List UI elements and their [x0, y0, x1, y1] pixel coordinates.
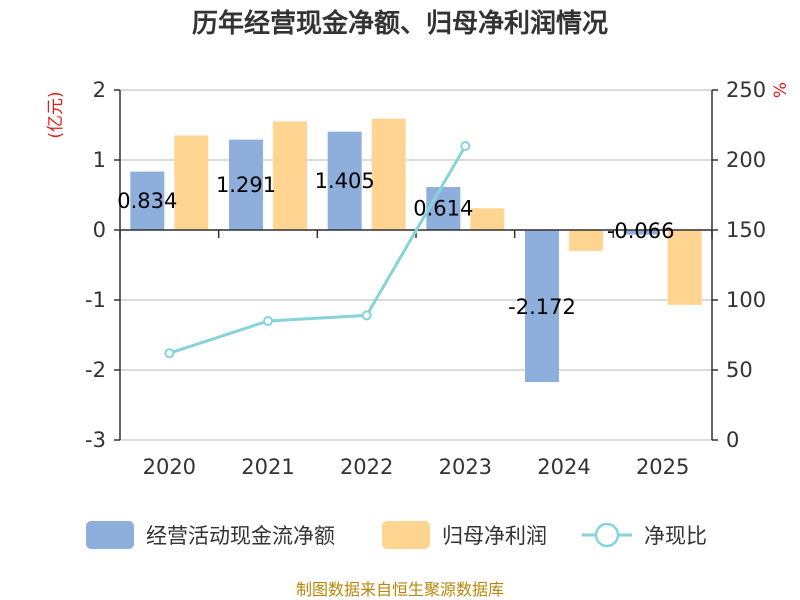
- legend: 经营活动现金流净额 归母净利润 净现比: [86, 521, 707, 549]
- right-axis-tick-label: 150: [726, 218, 766, 242]
- left-axis-tick-label: -3: [85, 428, 106, 452]
- cashflow-data-label: 0.614: [413, 197, 473, 221]
- source-note: 制图数据来自恒生聚源数据库: [296, 580, 504, 599]
- cashflow-bar: [327, 131, 362, 230]
- left-axis-tick-label: 2: [93, 78, 106, 102]
- legend-label-cashflow: 经营活动现金流净额: [146, 524, 335, 548]
- left-axis-tick-label: 0: [93, 218, 106, 242]
- x-axis-tick-label: 2020: [143, 455, 196, 479]
- cashflow-data-label: 0.834: [117, 189, 177, 213]
- legend-label-net-profit: 归母净利润: [442, 524, 547, 548]
- x-axis-tick-label: 2021: [241, 455, 294, 479]
- ratio-point: [361, 310, 372, 321]
- cashflow-bar: [426, 187, 461, 230]
- left-axis-tick-label: -2: [85, 358, 106, 382]
- chart-title: 历年经营现金净额、归母净利润情况: [192, 8, 608, 39]
- ratio-point: [460, 141, 471, 151]
- ratio-line: [168, 145, 467, 355]
- x-axis-tick-label: 2023: [439, 455, 492, 479]
- left-axis-tick-label: 1: [93, 148, 106, 172]
- gridlines: [120, 89, 712, 441]
- net-profit-bar: [667, 230, 702, 305]
- cashflow-data-label: -0.066: [607, 219, 675, 243]
- legend-swatch-cashflow: [86, 521, 134, 549]
- cashflow-data-label: -2.172: [508, 295, 576, 319]
- net-profit-bar: [371, 118, 406, 230]
- left-axis-tick-label: -1: [85, 288, 106, 312]
- ratio-point: [164, 348, 175, 359]
- cashflow-data-label: 1.291: [216, 173, 276, 197]
- x-axis-tick-label: 2025: [636, 455, 689, 479]
- net-profit-bar: [569, 230, 603, 251]
- ratio-line-series: [164, 141, 471, 359]
- ratio-point: [263, 316, 273, 326]
- right-axis-tick-label: 100: [726, 288, 766, 312]
- cashflow-bar: [525, 230, 559, 383]
- cashflow-data-label: 1.405: [315, 169, 375, 193]
- right-axis-tick-label: 250: [726, 78, 766, 102]
- bars: [130, 118, 702, 383]
- left-axis-unit: (亿元): [46, 91, 66, 138]
- cashflow-bar: [130, 171, 165, 230]
- right-axis-tick-label: 200: [726, 148, 766, 172]
- data-labels: 0.834 1.291 1.405 0.614 -2.172 -0.066: [117, 169, 674, 319]
- right-axis-tick-label: 50: [726, 358, 753, 382]
- axes: -3 -2 -1 0 1 2 0 50 100 150 200 250 2020 2021 2022 2023…: [85, 78, 766, 479]
- legend-label-ratio: 净现比: [644, 524, 707, 548]
- x-axis-tick-label: 2024: [537, 455, 590, 479]
- net-profit-bar: [273, 121, 307, 230]
- legend-marker-ratio: [594, 522, 620, 548]
- cashflow-bar: [623, 230, 658, 235]
- right-axis-unit: %: [771, 82, 791, 98]
- x-axis-tick-label: 2022: [340, 455, 393, 479]
- legend-swatch-net-profit: [382, 521, 430, 549]
- net-profit-bar: [174, 135, 209, 230]
- cashflow-bar: [229, 139, 263, 230]
- net-profit-bar: [470, 208, 505, 230]
- right-axis-tick-label: 0: [726, 428, 739, 452]
